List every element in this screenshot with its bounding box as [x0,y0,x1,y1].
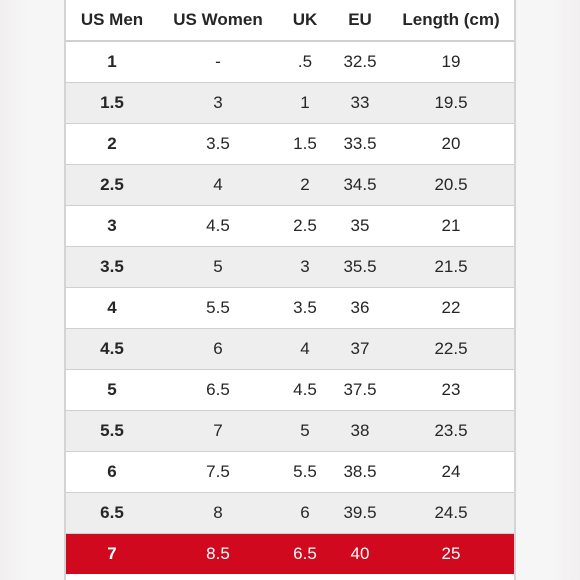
cell-us-men: 4.5 [66,328,158,370]
cell-us-women: 6.5 [158,369,278,411]
cell-us-women: 4 [158,164,278,206]
cell-length: 19.5 [388,82,514,124]
header-us-women: US Women [158,0,278,42]
cell-us-men: 4 [66,287,158,329]
cell-eu: 32.5 [332,41,388,83]
table-row: 1- .5 32.5 19 [66,41,514,83]
table-row: 3 4.5 2.5 35 21 [66,205,514,247]
cell-us-women: 7 [158,410,278,452]
cell-us-women: 8.5 [158,533,278,574]
cell-us-men: 6.5 [66,492,158,534]
cell-eu: 37 [332,328,388,370]
cell-eu: 34.5 [332,164,388,206]
cell-eu: 39.5 [332,492,388,534]
cell-length: 24 [388,451,514,493]
cell-us-men: 2 [66,123,158,165]
cell-eu: 33 [332,82,388,124]
table-row: 5 6.5 4.5 37.5 23 [66,369,514,411]
cell-uk: 5.5 [278,451,332,493]
cell-uk: 6 [278,492,332,534]
cell-uk: 1 [278,82,332,124]
cell-uk: 4.5 [278,369,332,411]
cell-us-men: 5.5 [66,410,158,452]
cell-us-men: 2.5 [66,164,158,206]
header-eu: EU [332,0,388,42]
cell-us-women: 4.5 [158,205,278,247]
cell-us-women: 3.5 [158,123,278,165]
table-row: 6 7.5 5.5 38.5 24 [66,451,514,493]
table-row: 3.5 5 3 35.5 21.5 [66,246,514,288]
cell-eu: 36 [332,287,388,329]
cell-us-men: 1.5 [66,82,158,124]
table-row: 6.5 8 6 39.5 24.5 [66,492,514,534]
cell-uk: 1.5 [278,123,332,165]
cell-length: 21 [388,205,514,247]
cell-us-women: 7.5 [158,451,278,493]
table-row: 2.5 4 2 34.5 20.5 [66,164,514,206]
size-chart-body: 1- .5 32.5 19 1.5 3 1 33 19.5 2 3.5 1.5 33.5 20 2.5 4 2 3… [66,41,514,574]
cell-us-women: 3 [158,82,278,124]
cell-us-women: - [158,41,278,83]
cell-us-men: 5 [66,369,158,411]
cell-uk: .5 [278,41,332,83]
table-row: 2 3.5 1.5 33.5 20 [66,123,514,165]
cell-us-women: 5 [158,246,278,288]
cell-eu: 40 [332,533,388,574]
cell-uk: 3 [278,246,332,288]
cell-us-women: 8 [158,492,278,534]
cell-eu: 33.5 [332,123,388,165]
table-row: 5.5 7 5 38 23.5 [66,410,514,452]
cell-eu: 37.5 [332,369,388,411]
size-chart-container: US Men US Women UK EU Length (cm) 1- .5 32… [64,0,516,580]
header-uk: UK [278,0,332,42]
cell-length: 20 [388,123,514,165]
cell-eu: 38.5 [332,451,388,493]
cell-eu: 35.5 [332,246,388,288]
cell-length: 19 [388,41,514,83]
cell-length: 23.5 [388,410,514,452]
cell-uk: 5 [278,410,332,452]
size-chart-table: US Men US Women UK EU Length (cm) 1- .5 32… [66,0,514,574]
cell-length: 24.5 [388,492,514,534]
cell-uk: 6.5 [278,533,332,574]
table-row: 7 8.5 6.5 40 25 [66,533,514,574]
table-row: 4 5.5 3.5 36 22 [66,287,514,329]
cell-uk: 2.5 [278,205,332,247]
cell-length: 22.5 [388,328,514,370]
cell-uk: 3.5 [278,287,332,329]
cell-eu: 38 [332,410,388,452]
cell-length: 25 [388,533,514,574]
cell-us-women: 5.5 [158,287,278,329]
header-row: US Men US Women UK EU Length (cm) [66,0,514,42]
cell-us-women: 6 [158,328,278,370]
cell-us-men: 1 [66,41,158,83]
cell-length: 21.5 [388,246,514,288]
cell-eu: 35 [332,205,388,247]
table-row: 1.5 3 1 33 19.5 [66,82,514,124]
cell-uk: 2 [278,164,332,206]
cell-length: 22 [388,287,514,329]
header-us-men: US Men [66,0,158,42]
cell-uk: 4 [278,328,332,370]
table-row: 4.5 6 4 37 22.5 [66,328,514,370]
cell-length: 20.5 [388,164,514,206]
header-length: Length (cm) [388,0,514,42]
cell-length: 23 [388,369,514,411]
cell-us-men: 7 [66,533,158,574]
cell-us-men: 3.5 [66,246,158,288]
cell-us-men: 3 [66,205,158,247]
cell-us-men: 6 [66,451,158,493]
